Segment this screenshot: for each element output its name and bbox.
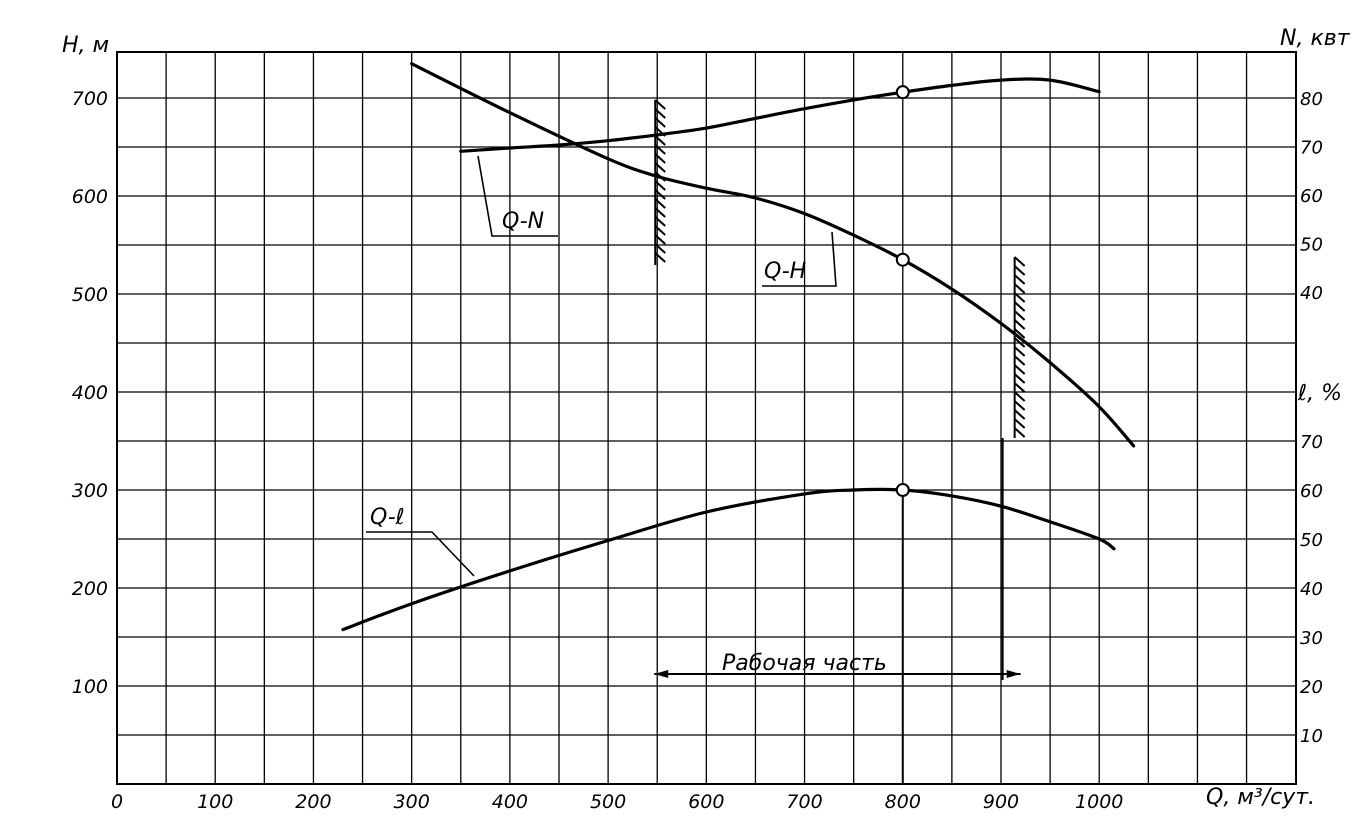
range-hatch-tick (654, 198, 666, 209)
range-hatch-tick (1013, 409, 1026, 420)
x-axis-label: Q, м³/сут. (1206, 785, 1315, 810)
range-hatch-tick (654, 135, 666, 146)
operating-point-H (895, 252, 910, 267)
efficiency-tick-label: 20 (1300, 677, 1323, 698)
power-tick-label: 80 (1300, 89, 1323, 110)
power-tick-label: 40 (1300, 283, 1323, 304)
power-tick-label: 50 (1300, 235, 1323, 256)
y-tick-label: 500 (72, 284, 108, 306)
x-tick-label: 400 (492, 791, 528, 813)
label-q-eff: Q-ℓ (370, 505, 405, 530)
range-hatch-tick (1013, 391, 1026, 402)
leader-q-n (477, 155, 558, 237)
range-hatch-tick (1013, 283, 1026, 294)
range-hatch-tick (654, 243, 666, 254)
range-hatch-tick (1013, 310, 1026, 321)
curve-q-h (410, 62, 1136, 448)
power-tick-label: 60 (1300, 186, 1323, 207)
range-hatch-tick (1013, 301, 1026, 312)
x-tick-label: 100 (197, 791, 233, 813)
range-hatch-tick (1013, 346, 1026, 357)
x-tick-label: 600 (688, 791, 724, 813)
x-tick-label: 1000 (1075, 791, 1123, 813)
power-tick-label: 70 (1300, 138, 1323, 159)
range-hatch-tick (1013, 328, 1026, 339)
efficiency-tick-label: 40 (1300, 579, 1323, 600)
range-hatch-tick (1013, 265, 1026, 276)
efficiency-tick-label: 70 (1300, 432, 1323, 453)
range-hatch-tick (654, 189, 666, 200)
x-tick-label: 200 (295, 791, 331, 813)
efficiency-tick-label: 60 (1300, 481, 1323, 502)
range-hatch-tick (1013, 337, 1026, 348)
range-hatch-tick (1013, 364, 1026, 375)
range-hatch-tick (654, 99, 666, 110)
y-tick-label: 200 (72, 578, 108, 600)
y-right-efficiency-axis-label: ℓ, % (1297, 381, 1342, 406)
label-q-h: Q-H (764, 259, 806, 284)
x-tick-label: 800 (885, 791, 921, 813)
y-tick-label: 700 (72, 88, 108, 110)
operating-point-markers (654, 85, 1021, 784)
range-hatch-tick (654, 207, 666, 218)
y-tick-label: 100 (72, 676, 108, 698)
y-right-power-axis-label: N, квт (1280, 26, 1351, 51)
curve-q-eff (341, 487, 1116, 632)
operating-point-N (895, 85, 910, 100)
x-tick-label: 500 (590, 791, 626, 813)
grid (117, 52, 1296, 784)
curve-q-n (459, 77, 1101, 153)
label-q-n: Q-N (502, 209, 544, 234)
y-tick-label: 600 (72, 186, 108, 208)
leader-q-h (762, 231, 837, 287)
efficiency-tick-label: 50 (1300, 530, 1323, 551)
range-hatch-tick (1013, 400, 1026, 411)
range-hatch-tick (1013, 418, 1026, 429)
working-range-arrowhead-left (654, 670, 669, 678)
range-hatch-tick (1013, 382, 1026, 393)
range-hatch-tick (654, 216, 666, 227)
working-range-arrowhead-right (1006, 670, 1021, 678)
range-hatch-tick (654, 117, 666, 128)
x-tick-labels: 0 100 200 300 400 500 600 700 800 900 1000 (111, 791, 1123, 813)
operating-point-eff (895, 483, 910, 497)
range-hatch-tick (654, 180, 666, 191)
efficiency-tick-label: 30 (1300, 628, 1323, 649)
plot-frame (116, 51, 1297, 785)
curves (341, 62, 1136, 632)
range-hatch-tick (654, 252, 666, 263)
range-hatch-tick (1013, 256, 1026, 267)
range-hatch-tick (654, 234, 666, 245)
x-tick-label: 0 (111, 791, 123, 813)
range-hatch-tick (1013, 355, 1026, 366)
working-range-label: Рабочая часть (722, 651, 887, 676)
working-range-limits (654, 99, 1026, 680)
range-hatch-tick (654, 162, 666, 173)
y-left-tick-labels: 100 200 300 400 500 600 700 (72, 88, 108, 698)
y-tick-label: 300 (72, 480, 108, 502)
range-hatch-tick (1013, 319, 1026, 330)
range-hatch-tick (654, 108, 666, 119)
y-right-tick-labels: 40 50 60 70 80 10 20 30 40 50 60 70 (1300, 89, 1323, 747)
range-hatch-tick (1013, 292, 1026, 303)
x-tick-label: 900 (983, 791, 1019, 813)
range-hatch-tick (1013, 427, 1026, 438)
range-hatch-tick (1013, 373, 1026, 384)
x-tick-label: 300 (394, 791, 430, 813)
range-hatch-tick (654, 144, 666, 155)
efficiency-tick-label: 10 (1300, 726, 1323, 747)
y-tick-label: 400 (72, 382, 108, 404)
leader-q-eff (366, 531, 475, 577)
range-hatch-tick (654, 153, 666, 164)
x-tick-label: 700 (786, 791, 822, 813)
y-left-axis-label: H, м (62, 33, 109, 58)
range-hatch-tick (654, 225, 666, 236)
range-hatch-tick (1013, 274, 1026, 285)
curve-leaders (366, 155, 837, 577)
